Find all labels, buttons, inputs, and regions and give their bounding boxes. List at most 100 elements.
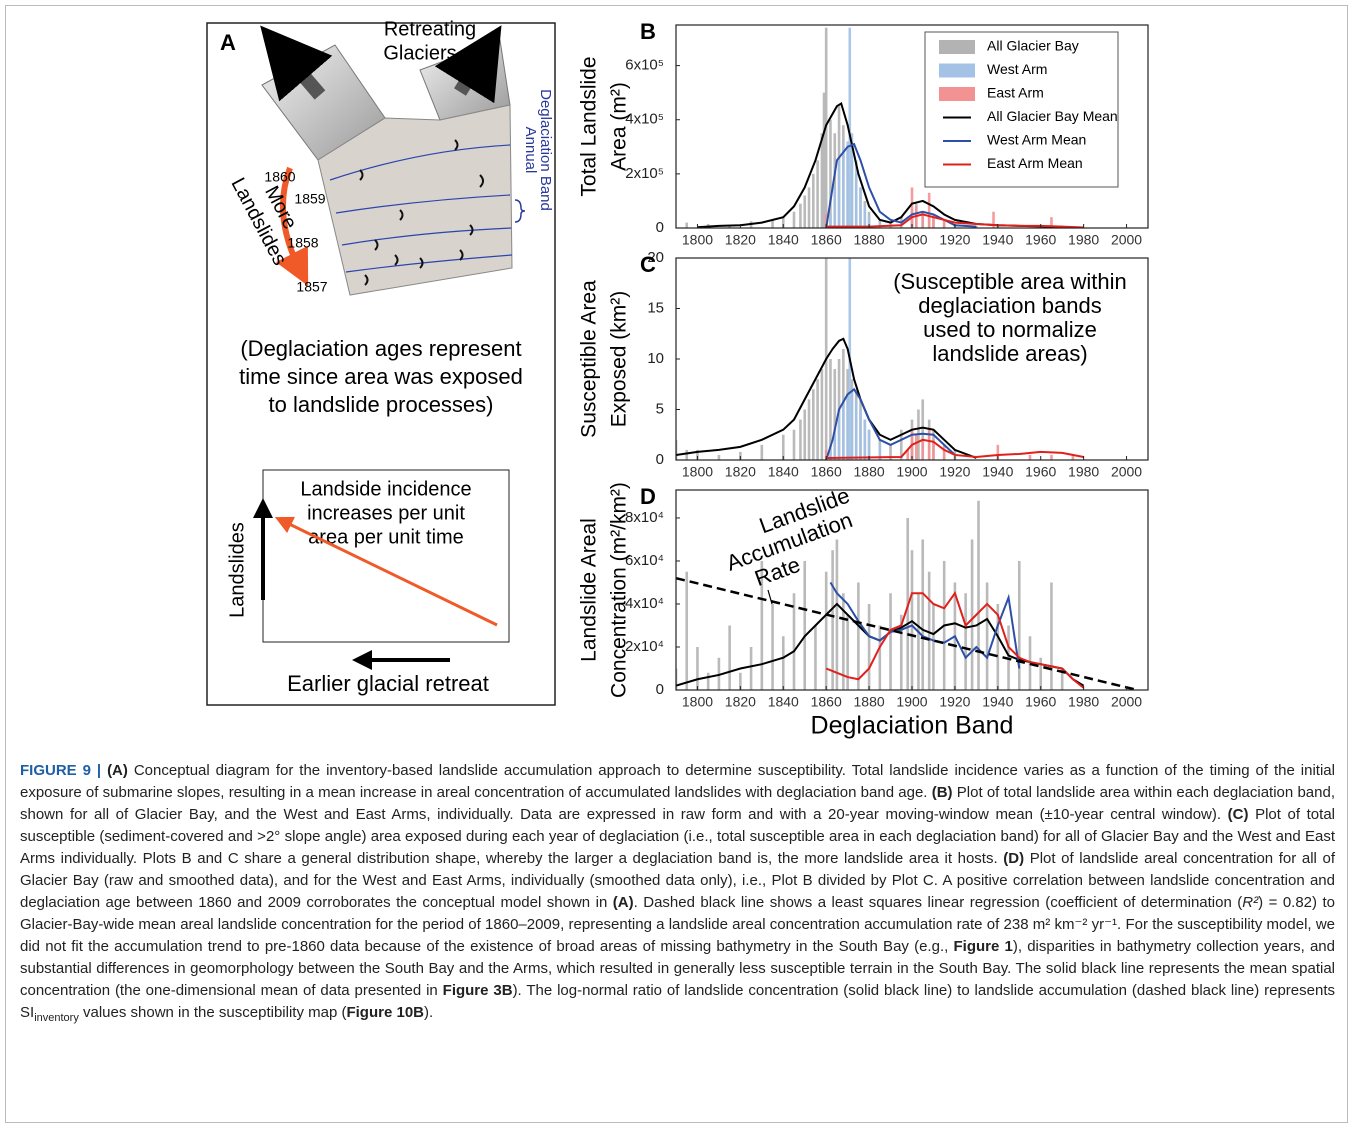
x-tick-label: 1800 (682, 232, 713, 248)
bar (927, 192, 931, 228)
bar (835, 539, 839, 690)
bar (942, 449, 946, 460)
bar (932, 214, 935, 228)
caption-text: ). The log-normal ratio of landslide con… (20, 982, 1335, 1021)
bar (676, 439, 678, 460)
bar (842, 399, 845, 460)
bar (854, 160, 858, 228)
label: Deglaciation Band (537, 89, 554, 211)
legend-swatch (939, 63, 975, 78)
x-tick-label: 1840 (768, 464, 799, 480)
line (825, 387, 956, 460)
bar (685, 571, 689, 690)
line (825, 591, 1085, 689)
legend-swatch (939, 87, 975, 101)
y-axis-label: Susceptible Area (578, 280, 601, 438)
inset-text: area per unit time (308, 526, 464, 548)
inset-text: Landside incidence (300, 478, 471, 500)
plot-area (685, 27, 1084, 228)
panel-label: C (640, 252, 656, 277)
y-tick-label: 6x10⁴ (625, 552, 664, 569)
bar (833, 187, 837, 228)
x-tick-label: 1960 (1025, 694, 1056, 710)
x-tick-label: 1960 (1025, 464, 1056, 480)
x-tick-label: 1940 (982, 232, 1013, 248)
bar (1050, 582, 1053, 690)
bar (739, 451, 742, 460)
bar (921, 539, 925, 690)
caption-text: FIGURE 9 | (20, 762, 108, 779)
bar (848, 27, 852, 228)
retreat-arrow (434, 25, 502, 104)
line (676, 337, 977, 459)
bar (985, 582, 989, 690)
retreat-arrow (260, 25, 333, 102)
bar (728, 625, 731, 690)
x-tick-label: 1940 (982, 694, 1013, 710)
caption-text: Figure 10B (346, 1004, 424, 1021)
bar (889, 593, 892, 690)
bar (831, 550, 834, 690)
bar (842, 593, 845, 690)
bar (696, 449, 699, 460)
bar (899, 429, 903, 460)
y-tick-label: 2x10⁴ (625, 638, 664, 655)
bar (1050, 217, 1053, 228)
inset-text: increases per unit (307, 502, 465, 524)
bar (975, 225, 978, 228)
x-tick-label: 1820 (725, 464, 756, 480)
bar (850, 133, 854, 228)
bar (717, 657, 721, 690)
bar (859, 409, 862, 460)
x-tick-label: 1860 (811, 464, 842, 480)
x-tick-label: 1920 (939, 232, 970, 248)
x-tick-label: 1820 (725, 694, 756, 710)
bar (771, 219, 774, 228)
caption-text: Plot of total landslide area within each… (20, 784, 1336, 823)
year: 1858 (287, 235, 318, 251)
bar (992, 211, 995, 228)
figure-frame (5, 5, 1348, 1123)
bar (822, 92, 826, 228)
x-tick-label: 1980 (1068, 464, 1099, 480)
bar (824, 571, 828, 690)
charts: 1800 1820 1840 1860 1880 1900 1920 1940 1960 1980… (578, 19, 1149, 740)
chart: 1800 1820 1840 1860 1880 1900 1920 1940 1960 1980… (578, 249, 1149, 480)
bar (706, 672, 710, 690)
y-axis-label: Area (m²) (608, 82, 631, 171)
y-tick-label: 0 (656, 451, 664, 468)
x-tick-label: 1840 (768, 694, 799, 710)
bar (803, 409, 807, 460)
bar (867, 603, 871, 690)
bar (676, 668, 678, 690)
caption-text: . Dashed black line shows a least square… (633, 894, 1243, 911)
panel-a-box (206, 22, 556, 706)
bar (728, 225, 731, 228)
bar (846, 614, 849, 690)
caption-text: (A) (612, 894, 634, 911)
annotation: (Susceptible area within (893, 269, 1127, 294)
bar (781, 636, 785, 690)
y-axis-label: Concentration (m²/km²) (608, 482, 631, 698)
caption-text: R² (1242, 894, 1259, 911)
caption-text: Conceptual diagram for the inventory-bas… (20, 762, 1335, 801)
bar (824, 214, 828, 228)
bar (829, 214, 832, 228)
bar (970, 539, 974, 690)
bar (1028, 454, 1032, 460)
bar (749, 646, 753, 690)
x-tick-label: 1900 (896, 694, 927, 710)
brace (514, 199, 526, 223)
bar (820, 133, 824, 228)
bar (816, 379, 819, 460)
bar (760, 560, 764, 690)
x-tick-label: 1900 (896, 464, 927, 480)
annotation: landslide areas) (932, 341, 1087, 366)
bar (927, 429, 931, 460)
bar (833, 429, 837, 460)
y-tick-label: 20 (647, 249, 664, 266)
caption-text: (C) (1227, 806, 1249, 823)
legend-label: All Glacier Bay (987, 38, 1079, 54)
bar (814, 625, 817, 690)
legend-label: East Arm Mean (987, 155, 1083, 171)
